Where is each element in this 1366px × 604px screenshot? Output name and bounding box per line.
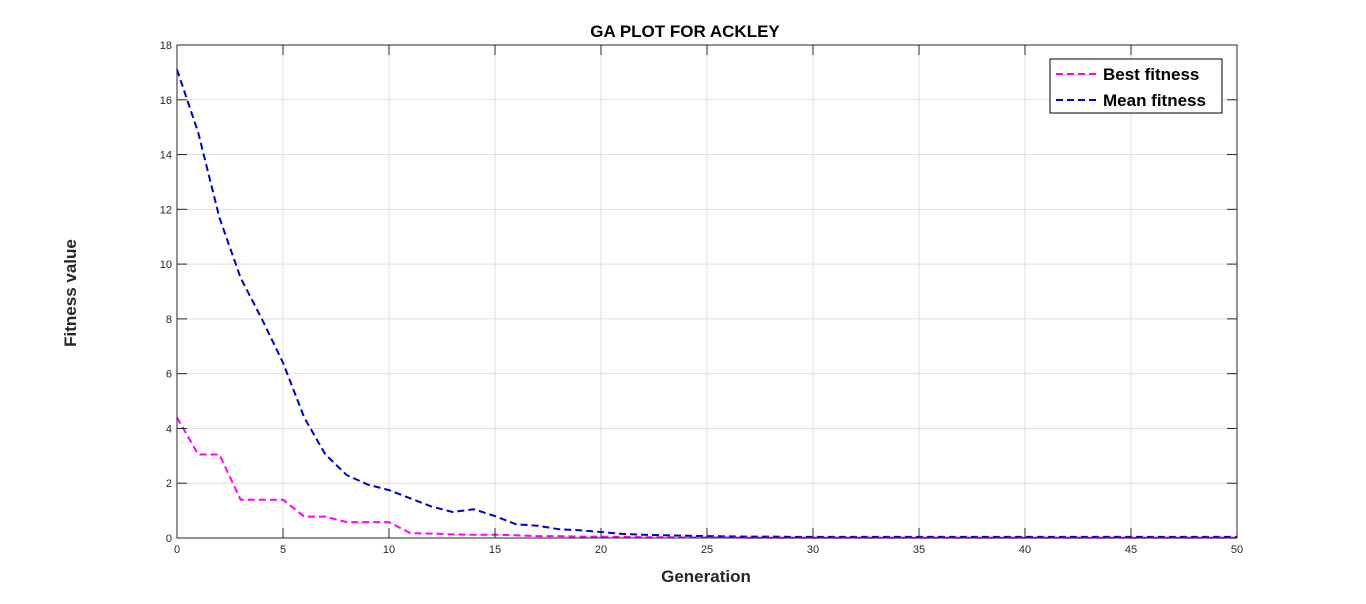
series-line-mean-fitness bbox=[176, 69, 1237, 538]
y-tick-label: 2 bbox=[166, 478, 172, 490]
x-axis-label: Generation bbox=[661, 567, 751, 586]
x-tick-label: 45 bbox=[1125, 544, 1137, 556]
legend-box bbox=[1049, 58, 1223, 114]
x-tick-label: 5 bbox=[280, 544, 286, 556]
legend: Best fitness Mean fitness bbox=[1049, 58, 1223, 114]
x-tick-label: 20 bbox=[595, 544, 607, 556]
y-tick-label: 0 bbox=[166, 533, 172, 545]
y-tick-label: 14 bbox=[160, 150, 172, 162]
y-axis-label: Fitness value bbox=[61, 239, 80, 347]
y-tick-label: 16 bbox=[160, 95, 172, 107]
x-tick-label: 0 bbox=[174, 544, 180, 556]
x-tick-label: 50 bbox=[1231, 544, 1243, 556]
y-tick-label: 6 bbox=[166, 369, 172, 381]
tick-labels: 0 5 10 15 20 25 30 35 40 45 50 0 2 4 6 8 10 12 14 16 18 bbox=[160, 40, 1243, 556]
y-tick-label: 4 bbox=[166, 423, 172, 435]
legend-label-best-fitness: Best fitness bbox=[1103, 65, 1199, 84]
y-tick-label: 12 bbox=[160, 204, 172, 216]
axis-ticks bbox=[176, 44, 1238, 539]
y-tick-label: 8 bbox=[166, 314, 172, 326]
x-tick-label: 40 bbox=[1019, 544, 1031, 556]
y-tick-label: 18 bbox=[160, 40, 172, 52]
x-tick-label: 35 bbox=[913, 544, 925, 556]
x-tick-label: 15 bbox=[489, 544, 501, 556]
legend-label-mean-fitness: Mean fitness bbox=[1103, 91, 1206, 110]
y-tick-label: 10 bbox=[160, 259, 172, 271]
chart-title: GA PLOT FOR ACKLEY bbox=[590, 22, 780, 41]
x-tick-label: 10 bbox=[383, 544, 395, 556]
x-tick-label: 30 bbox=[807, 544, 819, 556]
x-tick-label: 25 bbox=[701, 544, 713, 556]
